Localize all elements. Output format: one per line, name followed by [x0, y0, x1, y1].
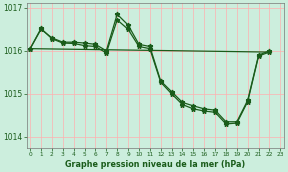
X-axis label: Graphe pression niveau de la mer (hPa): Graphe pression niveau de la mer (hPa) [65, 159, 245, 169]
